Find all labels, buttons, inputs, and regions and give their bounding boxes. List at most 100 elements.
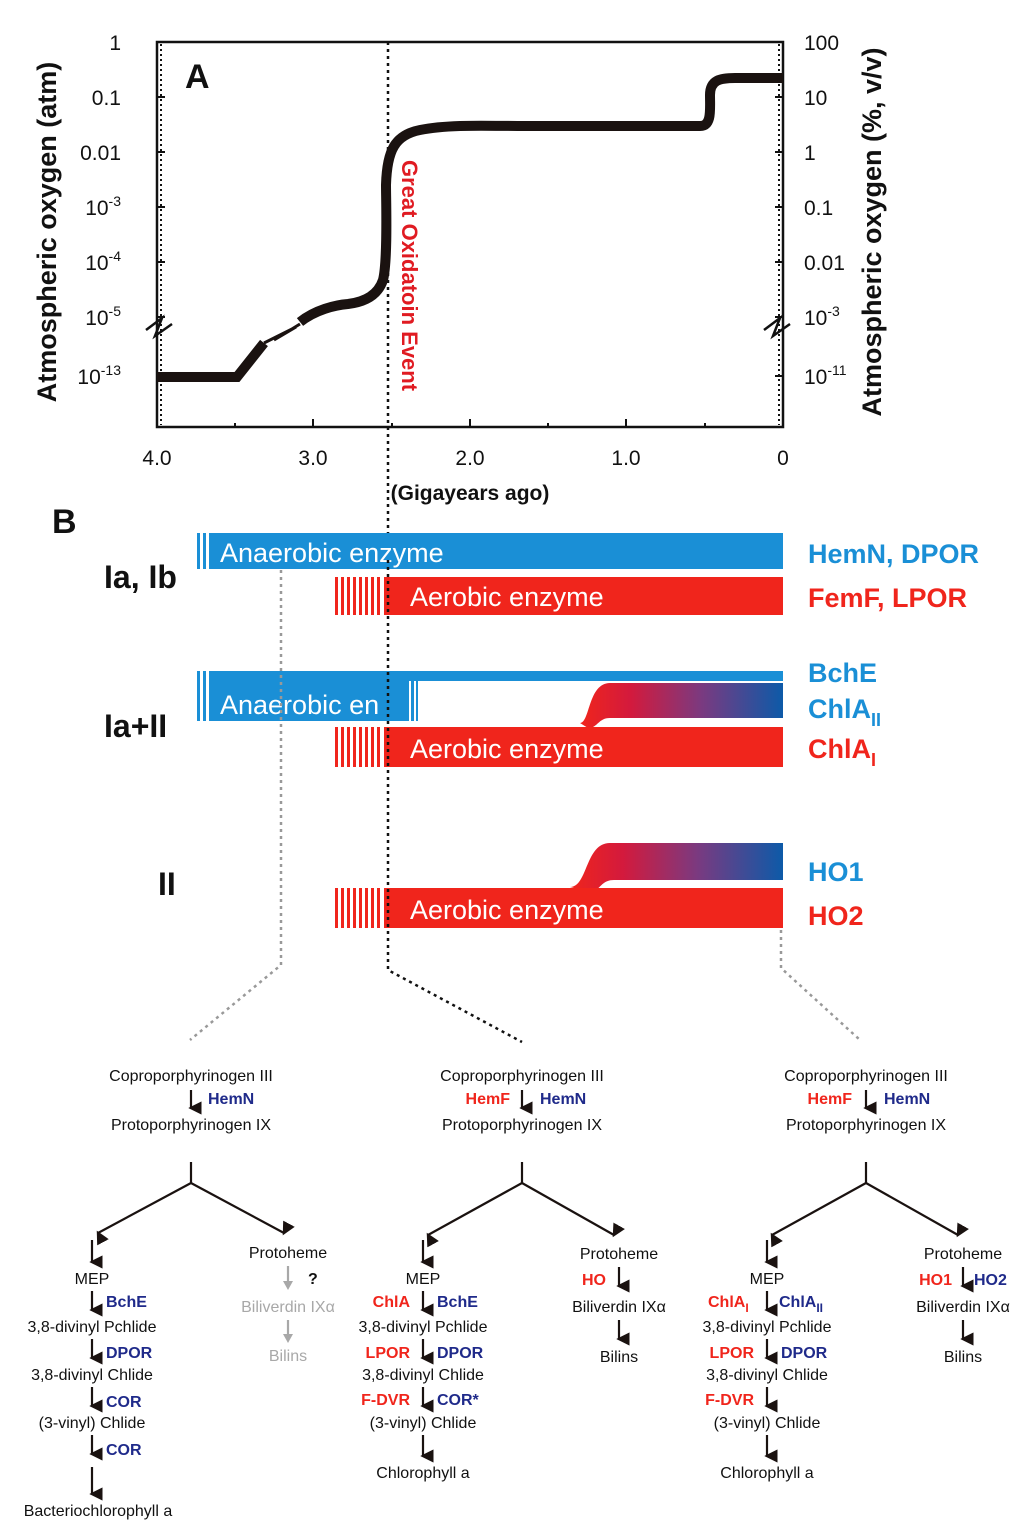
svg-text:COR: COR: [106, 1394, 142, 1411]
bottom-ticks: [156, 419, 706, 427]
enzyme-label: ChlAII: [808, 694, 881, 730]
svg-text:BchE: BchE: [437, 1294, 478, 1311]
svg-text:ChlAII: ChlAII: [779, 1294, 823, 1315]
group-label: Ia+II: [104, 708, 167, 744]
tick-label: 1: [109, 32, 121, 55]
svg-text:(3-vinyl) Chlide: (3-vinyl) Chlide: [39, 1415, 146, 1432]
svg-text:LPOR: LPOR: [366, 1345, 411, 1362]
aerobic-bar: Aerobic enzyme: [335, 577, 783, 615]
svg-text:MEP: MEP: [75, 1271, 110, 1288]
svg-text:HemN: HemN: [884, 1091, 930, 1108]
group-label: II: [158, 866, 176, 902]
svg-text:Coproporphyrinogen III: Coproporphyrinogen III: [109, 1068, 273, 1085]
aerobic-bar: Aerobic enzyme: [335, 727, 783, 767]
svg-text:MEP: MEP: [406, 1271, 441, 1288]
svg-text:BchE: BchE: [106, 1294, 147, 1311]
svg-text:Coproporphyrinogen III: Coproporphyrinogen III: [440, 1068, 604, 1085]
svg-text:3,8-divinyl Pchlide: 3,8-divinyl Pchlide: [703, 1319, 832, 1336]
svg-text:Anaerobic enzyme: Anaerobic enzyme: [220, 538, 444, 568]
right-ticks: [775, 41, 783, 377]
left-axis-break: [145, 314, 173, 340]
anaerobic-bar: Anaerobic enzyme: [197, 533, 783, 569]
oxygen-curve-upper: [296, 73, 783, 327]
tick-label: 1: [804, 142, 816, 165]
svg-text:Chlorophyll a: Chlorophyll a: [376, 1465, 469, 1482]
left-tick-labels: 1 0.1 0.01 10-3 10-4 10-5 10-13: [77, 32, 121, 389]
oxygen-curve: [157, 339, 268, 382]
group-ia-ib: Ia, Ib Anaerobic enzyme Aerobic enzyme H…: [104, 533, 979, 615]
group-label: Ia, Ib: [104, 559, 177, 595]
svg-text:Aerobic enzyme: Aerobic enzyme: [410, 895, 604, 925]
svg-text:Protoheme: Protoheme: [924, 1246, 1002, 1263]
x-tick-label: 1.0: [611, 447, 640, 470]
svg-text:HO: HO: [582, 1272, 606, 1289]
goe-label: Great Oxidatoin Event: [397, 160, 422, 392]
svg-text:(3-vinyl) Chlide: (3-vinyl) Chlide: [714, 1415, 821, 1432]
svg-text:Protoporphyrinogen IX: Protoporphyrinogen IX: [786, 1117, 946, 1134]
tick-label: 10-5: [85, 303, 121, 330]
left-axis-label: Atmospheric oxygen (atm): [32, 62, 62, 403]
tick-label: 100: [804, 32, 839, 55]
connector-lines: [189, 560, 861, 1044]
svg-text:Protoporphyrinogen IX: Protoporphyrinogen IX: [442, 1117, 602, 1134]
svg-text:MEP: MEP: [750, 1271, 785, 1288]
svg-text:HemF: HemF: [808, 1091, 853, 1108]
svg-text:LPOR: LPOR: [710, 1345, 755, 1362]
svg-text:Biliverdin IXα: Biliverdin IXα: [916, 1299, 1010, 1316]
enzyme-label: ChlAI: [808, 734, 876, 770]
svg-text:Aerobic enzyme: Aerobic enzyme: [410, 734, 604, 764]
svg-text:Bacteriochlorophyll a: Bacteriochlorophyll a: [24, 1503, 173, 1520]
pathway-col1: Coproporphyrinogen III HemN Protoporphyr…: [24, 1068, 335, 1520]
enzyme-label: HO2: [808, 901, 864, 931]
svg-text:Anaerobic en: Anaerobic en: [220, 690, 379, 720]
svg-text:DPOR: DPOR: [437, 1345, 484, 1362]
svg-text:F-DVR: F-DVR: [705, 1392, 754, 1409]
tick-label: 10-13: [77, 362, 121, 389]
oxygen-curve-break: [263, 322, 301, 345]
svg-text:Bilins: Bilins: [944, 1349, 982, 1366]
tick-label: 0.01: [80, 142, 121, 165]
svg-text:F-DVR: F-DVR: [361, 1392, 410, 1409]
svg-text:Protoheme: Protoheme: [249, 1245, 327, 1262]
tick-label: 10-3: [85, 193, 121, 220]
svg-text:COR*: COR*: [437, 1392, 480, 1409]
svg-text:ChlAI: ChlAI: [708, 1294, 749, 1315]
x-tick-label: 3.0: [298, 447, 327, 470]
panel-a: A 1 0.1 0.01 10-3 10-4 10-5 10-13 100 10 1 0.1 0.0…: [32, 32, 887, 560]
x-tick-label: 2.0: [455, 447, 484, 470]
svg-text:Biliverdin IXα: Biliverdin IXα: [241, 1299, 335, 1316]
right-axis-break: [763, 314, 791, 340]
gradient-bar: [580, 683, 783, 728]
x-tick-labels: 4.0 3.0 2.0 1.0 0: [142, 447, 788, 470]
svg-text:DPOR: DPOR: [781, 1345, 828, 1362]
svg-text:COR: COR: [106, 1442, 142, 1459]
right-axis-label: Atmospheric oxygen (%, v/v): [857, 47, 887, 416]
svg-text:Chlorophyll a: Chlorophyll a: [720, 1465, 813, 1482]
svg-text:Protoheme: Protoheme: [580, 1246, 658, 1263]
svg-text:3,8-divinyl Pchlide: 3,8-divinyl Pchlide: [359, 1319, 488, 1336]
tick-label: 10-11: [804, 362, 847, 389]
svg-text:3,8-divinyl Chlide: 3,8-divinyl Chlide: [31, 1367, 153, 1384]
panel-b: B Ia, Ib Anaerobic enzyme Aerobic enzy: [52, 503, 979, 1044]
panel-a-label: A: [185, 58, 210, 96]
svg-text:HemF: HemF: [466, 1091, 511, 1108]
x-tick-label: 0: [777, 447, 789, 470]
gradient-bar: [570, 843, 783, 892]
left-ticks: [157, 41, 165, 377]
svg-text:3,8-divinyl Pchlide: 3,8-divinyl Pchlide: [28, 1319, 157, 1336]
tick-label: 0.1: [92, 87, 121, 110]
x-tick-label: 4.0: [142, 447, 171, 470]
svg-text:DPOR: DPOR: [106, 1345, 153, 1362]
svg-text:?: ?: [308, 1271, 318, 1288]
right-tick-labels: 100 10 1 0.1 0.01 10-3 10-11: [804, 32, 847, 389]
enzyme-label: HemN, DPOR: [808, 539, 979, 569]
svg-text:3,8-divinyl Chlide: 3,8-divinyl Chlide: [706, 1367, 828, 1384]
anaerobic-bar: Anaerobic en: [197, 671, 783, 721]
svg-text:ChlA: ChlA: [373, 1294, 411, 1311]
tick-label: 0.01: [804, 252, 845, 275]
svg-text:Aerobic enzyme: Aerobic enzyme: [410, 582, 604, 612]
aerobic-bar: Aerobic enzyme: [335, 888, 783, 928]
svg-text:Biliverdin IXα: Biliverdin IXα: [572, 1299, 666, 1316]
svg-text:HemN: HemN: [208, 1091, 254, 1108]
